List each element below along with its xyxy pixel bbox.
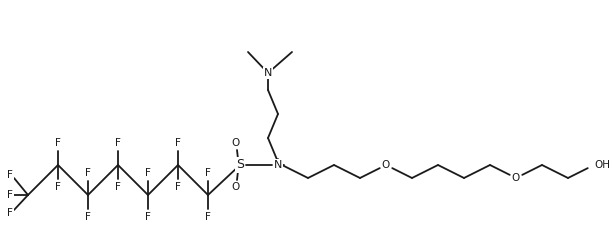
Text: F: F xyxy=(85,212,91,222)
Text: F: F xyxy=(7,190,13,200)
Text: O: O xyxy=(232,138,240,148)
Text: O: O xyxy=(382,160,390,170)
Text: O: O xyxy=(512,173,520,183)
Text: F: F xyxy=(55,138,61,148)
Text: F: F xyxy=(175,138,181,148)
Text: F: F xyxy=(175,182,181,192)
Text: OH: OH xyxy=(594,160,610,170)
Text: S: S xyxy=(236,158,244,171)
Text: O: O xyxy=(232,182,240,192)
Text: F: F xyxy=(145,168,151,178)
Text: N: N xyxy=(264,68,272,78)
Text: F: F xyxy=(145,212,151,222)
Text: N: N xyxy=(274,160,282,170)
Text: F: F xyxy=(55,182,61,192)
Text: F: F xyxy=(115,138,121,148)
Text: F: F xyxy=(115,182,121,192)
Text: F: F xyxy=(85,168,91,178)
Text: F: F xyxy=(7,208,13,218)
Text: F: F xyxy=(7,170,13,180)
Text: F: F xyxy=(205,212,211,222)
Text: F: F xyxy=(205,168,211,178)
